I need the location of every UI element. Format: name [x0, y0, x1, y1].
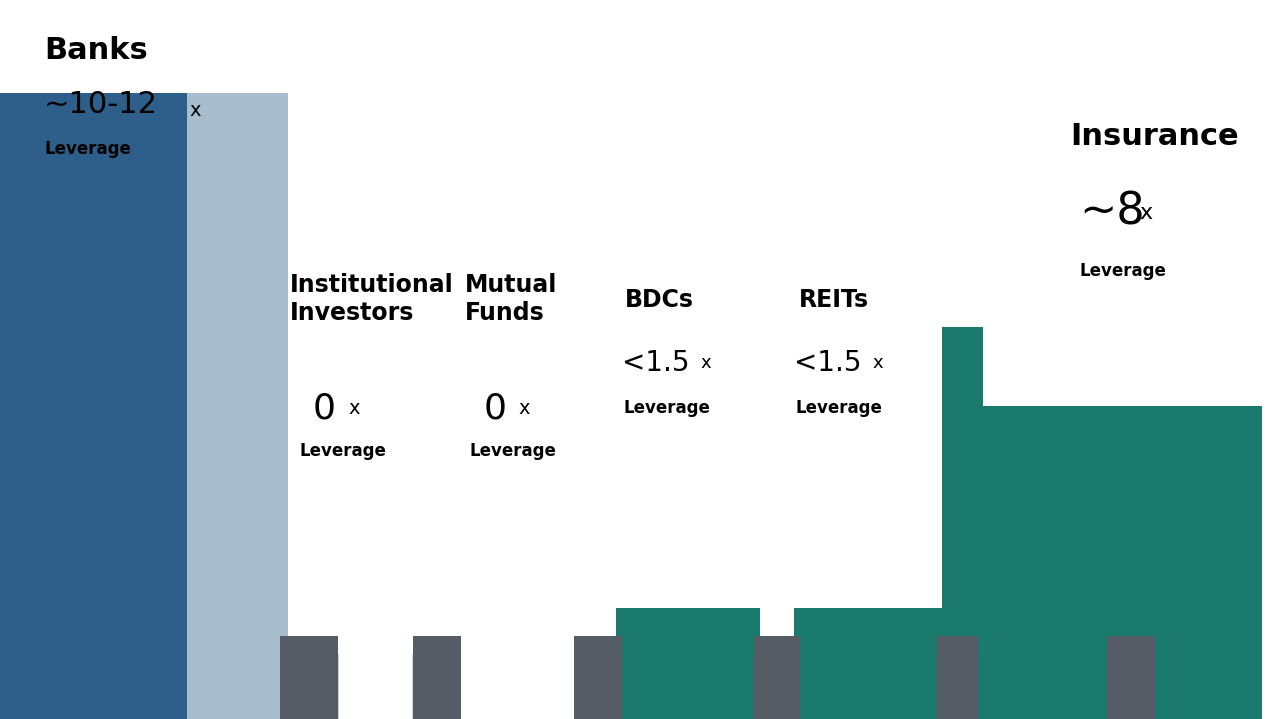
Text: Leverage: Leverage	[1079, 262, 1166, 280]
Polygon shape	[412, 636, 461, 719]
Polygon shape	[754, 636, 800, 719]
Text: x: x	[872, 354, 883, 372]
Polygon shape	[575, 636, 622, 719]
Text: x: x	[348, 399, 360, 418]
Polygon shape	[280, 636, 338, 719]
Polygon shape	[937, 636, 978, 719]
Text: x: x	[518, 399, 530, 418]
Polygon shape	[754, 636, 800, 719]
Text: BDCs: BDCs	[625, 288, 694, 311]
Text: Leverage: Leverage	[623, 399, 710, 417]
Polygon shape	[187, 93, 288, 719]
Text: <1.5: <1.5	[794, 349, 861, 377]
Polygon shape	[1107, 636, 1155, 719]
Text: x: x	[1139, 203, 1153, 224]
Text: Leverage: Leverage	[45, 140, 131, 158]
Polygon shape	[412, 636, 461, 719]
Text: <1.5: <1.5	[622, 349, 690, 377]
Text: x: x	[189, 101, 201, 119]
Polygon shape	[942, 327, 983, 719]
Polygon shape	[794, 608, 943, 719]
Text: x: x	[700, 354, 712, 372]
Polygon shape	[0, 93, 196, 719]
Polygon shape	[973, 406, 1275, 719]
Text: Institutional
Investors: Institutional Investors	[291, 273, 454, 325]
Polygon shape	[575, 636, 622, 719]
Text: REITs: REITs	[799, 288, 869, 311]
Text: 0: 0	[314, 392, 337, 426]
Polygon shape	[1107, 636, 1155, 719]
Text: Leverage: Leverage	[300, 442, 387, 460]
Polygon shape	[616, 608, 760, 719]
Polygon shape	[937, 636, 978, 719]
Text: ~8: ~8	[1079, 191, 1144, 234]
Text: ~10-12: ~10-12	[45, 90, 159, 119]
Polygon shape	[280, 636, 338, 719]
Text: 0: 0	[484, 392, 507, 426]
Text: Mutual
Funds: Mutual Funds	[465, 273, 557, 325]
Text: Insurance: Insurance	[1070, 122, 1239, 151]
Text: Banks: Banks	[45, 36, 148, 65]
Text: Leverage: Leverage	[470, 442, 557, 460]
Text: Leverage: Leverage	[795, 399, 882, 417]
